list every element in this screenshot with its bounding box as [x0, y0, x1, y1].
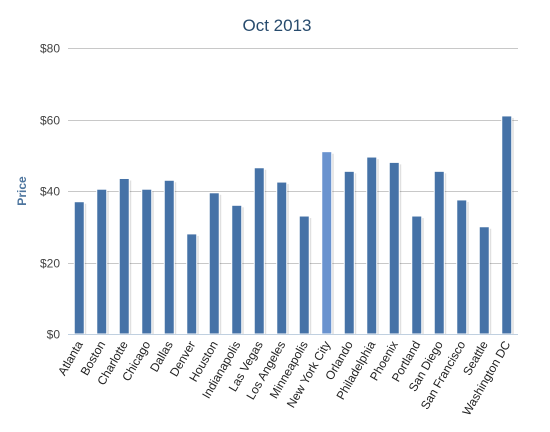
y-tick-label: $40 — [40, 185, 60, 199]
bar[interactable] — [163, 179, 175, 335]
bar[interactable] — [118, 177, 130, 335]
x-axis-ticks: AtlantaBostonCharlotteChicagoDallasDenve… — [55, 338, 513, 418]
bar[interactable] — [411, 215, 423, 335]
bar[interactable] — [298, 215, 310, 335]
gridlines — [68, 48, 518, 264]
bar[interactable] — [456, 199, 468, 335]
bar[interactable] — [73, 201, 85, 335]
bar[interactable] — [388, 161, 400, 335]
y-tick-label: $80 — [40, 42, 60, 56]
chart-title: Oct 2013 — [243, 16, 312, 35]
bar[interactable] — [96, 188, 108, 335]
bar[interactable] — [208, 192, 220, 335]
bar[interactable] — [366, 156, 378, 335]
bar[interactable] — [253, 167, 265, 335]
y-tick-label: $20 — [40, 257, 60, 271]
bar[interactable] — [478, 226, 490, 335]
y-tick-label: $0 — [47, 328, 61, 342]
bar[interactable] — [231, 204, 243, 335]
bar[interactable] — [276, 181, 288, 335]
bar[interactable] — [433, 170, 445, 335]
bar[interactable] — [343, 170, 355, 335]
bars — [73, 115, 514, 335]
y-axis-ticks: $0 $20 $40 $60 $80 — [40, 42, 60, 342]
bar[interactable] — [501, 115, 513, 335]
bar[interactable] — [186, 233, 198, 335]
y-tick-label: $60 — [40, 114, 60, 128]
bar[interactable] — [141, 188, 153, 335]
y-axis-label: Price — [15, 176, 29, 206]
bar[interactable] — [321, 151, 333, 335]
